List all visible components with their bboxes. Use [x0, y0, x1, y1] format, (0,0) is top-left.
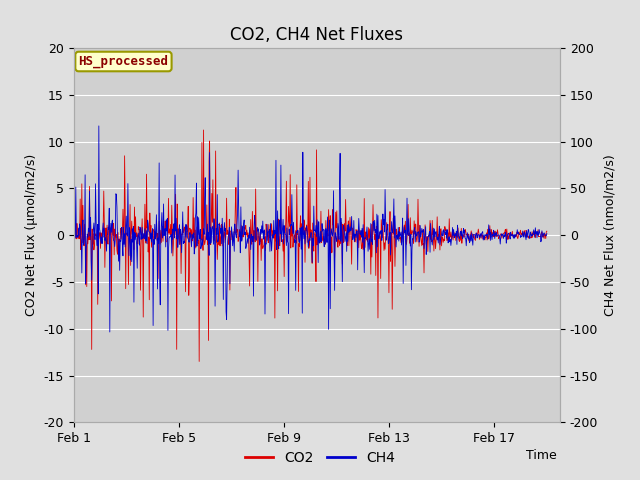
CH4	[453, 241, 461, 247]
CO2	[200, 127, 207, 133]
CO2	[70, 228, 77, 234]
Y-axis label: CO2 Net Flux (μmol/m2/s): CO2 Net Flux (μmol/m2/s)	[25, 154, 38, 316]
CO2	[243, 227, 251, 233]
CH4	[339, 232, 347, 238]
CO2	[181, 225, 189, 230]
Title: CO2, CH4 Net Fluxes: CO2, CH4 Net Fluxes	[230, 25, 403, 44]
CH4	[543, 231, 550, 237]
CH4	[243, 239, 251, 244]
Line: CH4: CH4	[74, 126, 547, 332]
CH4	[106, 329, 114, 335]
CO2	[543, 228, 550, 234]
Text: HS_processed: HS_processed	[79, 55, 168, 68]
Line: CO2: CO2	[74, 130, 547, 361]
CH4	[87, 215, 95, 220]
CO2	[339, 221, 347, 227]
CH4	[70, 225, 77, 231]
Legend: CO2, CH4: CO2, CH4	[239, 445, 401, 471]
Y-axis label: CH4 Net Flux (nmol/m2/s): CH4 Net Flux (nmol/m2/s)	[604, 155, 617, 316]
CO2	[453, 233, 461, 239]
Text: Time: Time	[526, 449, 557, 462]
CO2	[87, 218, 95, 224]
CO2	[195, 359, 203, 364]
CH4	[182, 234, 190, 240]
CH4	[268, 238, 276, 243]
CO2	[268, 233, 276, 239]
CH4	[95, 123, 102, 129]
